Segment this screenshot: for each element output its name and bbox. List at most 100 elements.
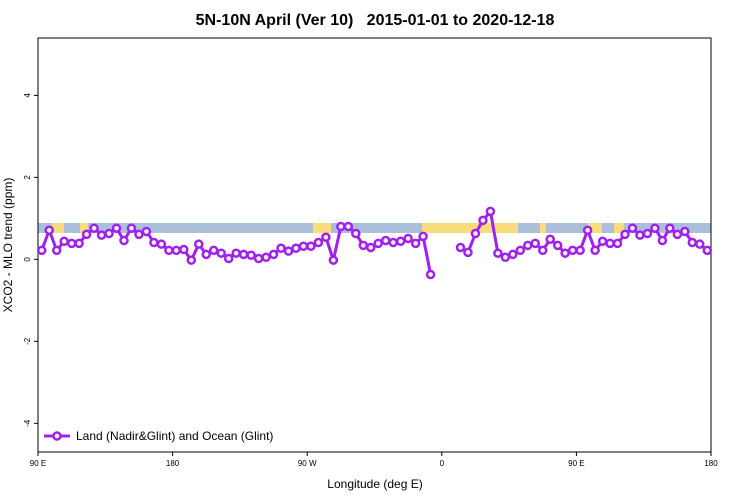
point <box>650 223 660 233</box>
point <box>455 242 466 253</box>
point <box>253 253 264 264</box>
point <box>126 223 137 233</box>
point <box>74 238 84 249</box>
point <box>500 252 511 263</box>
point <box>134 229 144 240</box>
point <box>478 215 488 226</box>
point <box>51 245 62 256</box>
point <box>283 246 294 256</box>
point <box>298 241 309 251</box>
point <box>119 235 129 246</box>
point <box>141 226 152 237</box>
y-tick-label: 0 <box>23 257 32 262</box>
point <box>493 248 503 258</box>
point <box>343 221 354 232</box>
point <box>395 236 406 247</box>
point <box>485 206 496 217</box>
point <box>590 245 600 256</box>
point <box>380 235 391 246</box>
x-tick-label: 90 E <box>30 459 46 468</box>
point <box>89 223 99 233</box>
point <box>463 247 473 258</box>
point <box>321 232 331 242</box>
point <box>373 238 383 249</box>
point <box>216 248 226 258</box>
point <box>231 248 241 258</box>
point <box>96 230 107 240</box>
map-strip <box>38 223 711 233</box>
y-tick-label: -4 <box>23 419 32 427</box>
point <box>567 245 578 256</box>
point <box>358 240 369 251</box>
point <box>149 237 159 248</box>
y-tick-label: -2 <box>23 337 32 345</box>
point <box>530 238 541 249</box>
point <box>59 236 69 247</box>
point <box>515 245 526 256</box>
point <box>612 238 623 249</box>
point <box>552 240 563 251</box>
point <box>410 238 421 249</box>
point <box>223 253 234 264</box>
point <box>605 238 615 249</box>
y-axis-label: XCO2 - MLO trend (ppm) <box>1 178 15 313</box>
point <box>186 255 197 265</box>
point <box>156 239 167 249</box>
point <box>351 228 361 239</box>
point <box>545 234 555 245</box>
point <box>111 223 122 233</box>
point <box>680 226 690 237</box>
point <box>306 241 316 251</box>
point <box>44 225 54 235</box>
point <box>201 249 211 260</box>
point <box>388 237 398 248</box>
point <box>66 238 77 249</box>
legend-marker <box>52 431 62 441</box>
point <box>208 245 219 256</box>
point <box>695 239 705 249</box>
point <box>538 245 548 256</box>
point <box>508 249 518 260</box>
point <box>635 230 645 240</box>
point <box>665 223 675 233</box>
point <box>291 243 301 254</box>
point <box>171 245 182 256</box>
point <box>313 237 324 248</box>
point <box>194 239 204 249</box>
point <box>560 248 570 258</box>
point <box>276 243 286 254</box>
point <box>261 252 271 263</box>
point <box>81 229 92 240</box>
y-tick-label: 4 <box>23 93 32 98</box>
point <box>523 240 533 251</box>
point <box>268 249 279 260</box>
point <box>366 242 376 253</box>
point <box>575 245 585 256</box>
point <box>597 236 608 247</box>
point <box>702 245 713 256</box>
y-tick-label: 2 <box>23 175 32 180</box>
point <box>425 269 436 280</box>
point <box>36 245 47 256</box>
point <box>627 223 638 233</box>
point <box>336 221 346 232</box>
point <box>582 225 593 235</box>
point <box>164 245 174 256</box>
chart-title: 5N-10N April (Ver 10) 2015-01-01 to 2020… <box>196 12 555 29</box>
point <box>238 249 249 260</box>
x-tick-label: 0 <box>440 459 445 468</box>
point <box>403 233 413 244</box>
x-axis-label: Longitude (deg E) <box>327 477 422 491</box>
point <box>246 250 256 260</box>
point <box>657 235 668 246</box>
x-tick-label: 180 <box>166 459 180 468</box>
point <box>104 228 114 239</box>
point <box>418 231 428 242</box>
legend-label: Land (Nadir&Glint) and Ocean (Glint) <box>76 429 273 443</box>
x-tick-label: 180 <box>704 459 718 468</box>
x-tick-label: 90 E <box>568 459 584 468</box>
point <box>470 228 481 239</box>
point <box>328 255 339 265</box>
point <box>672 229 683 240</box>
